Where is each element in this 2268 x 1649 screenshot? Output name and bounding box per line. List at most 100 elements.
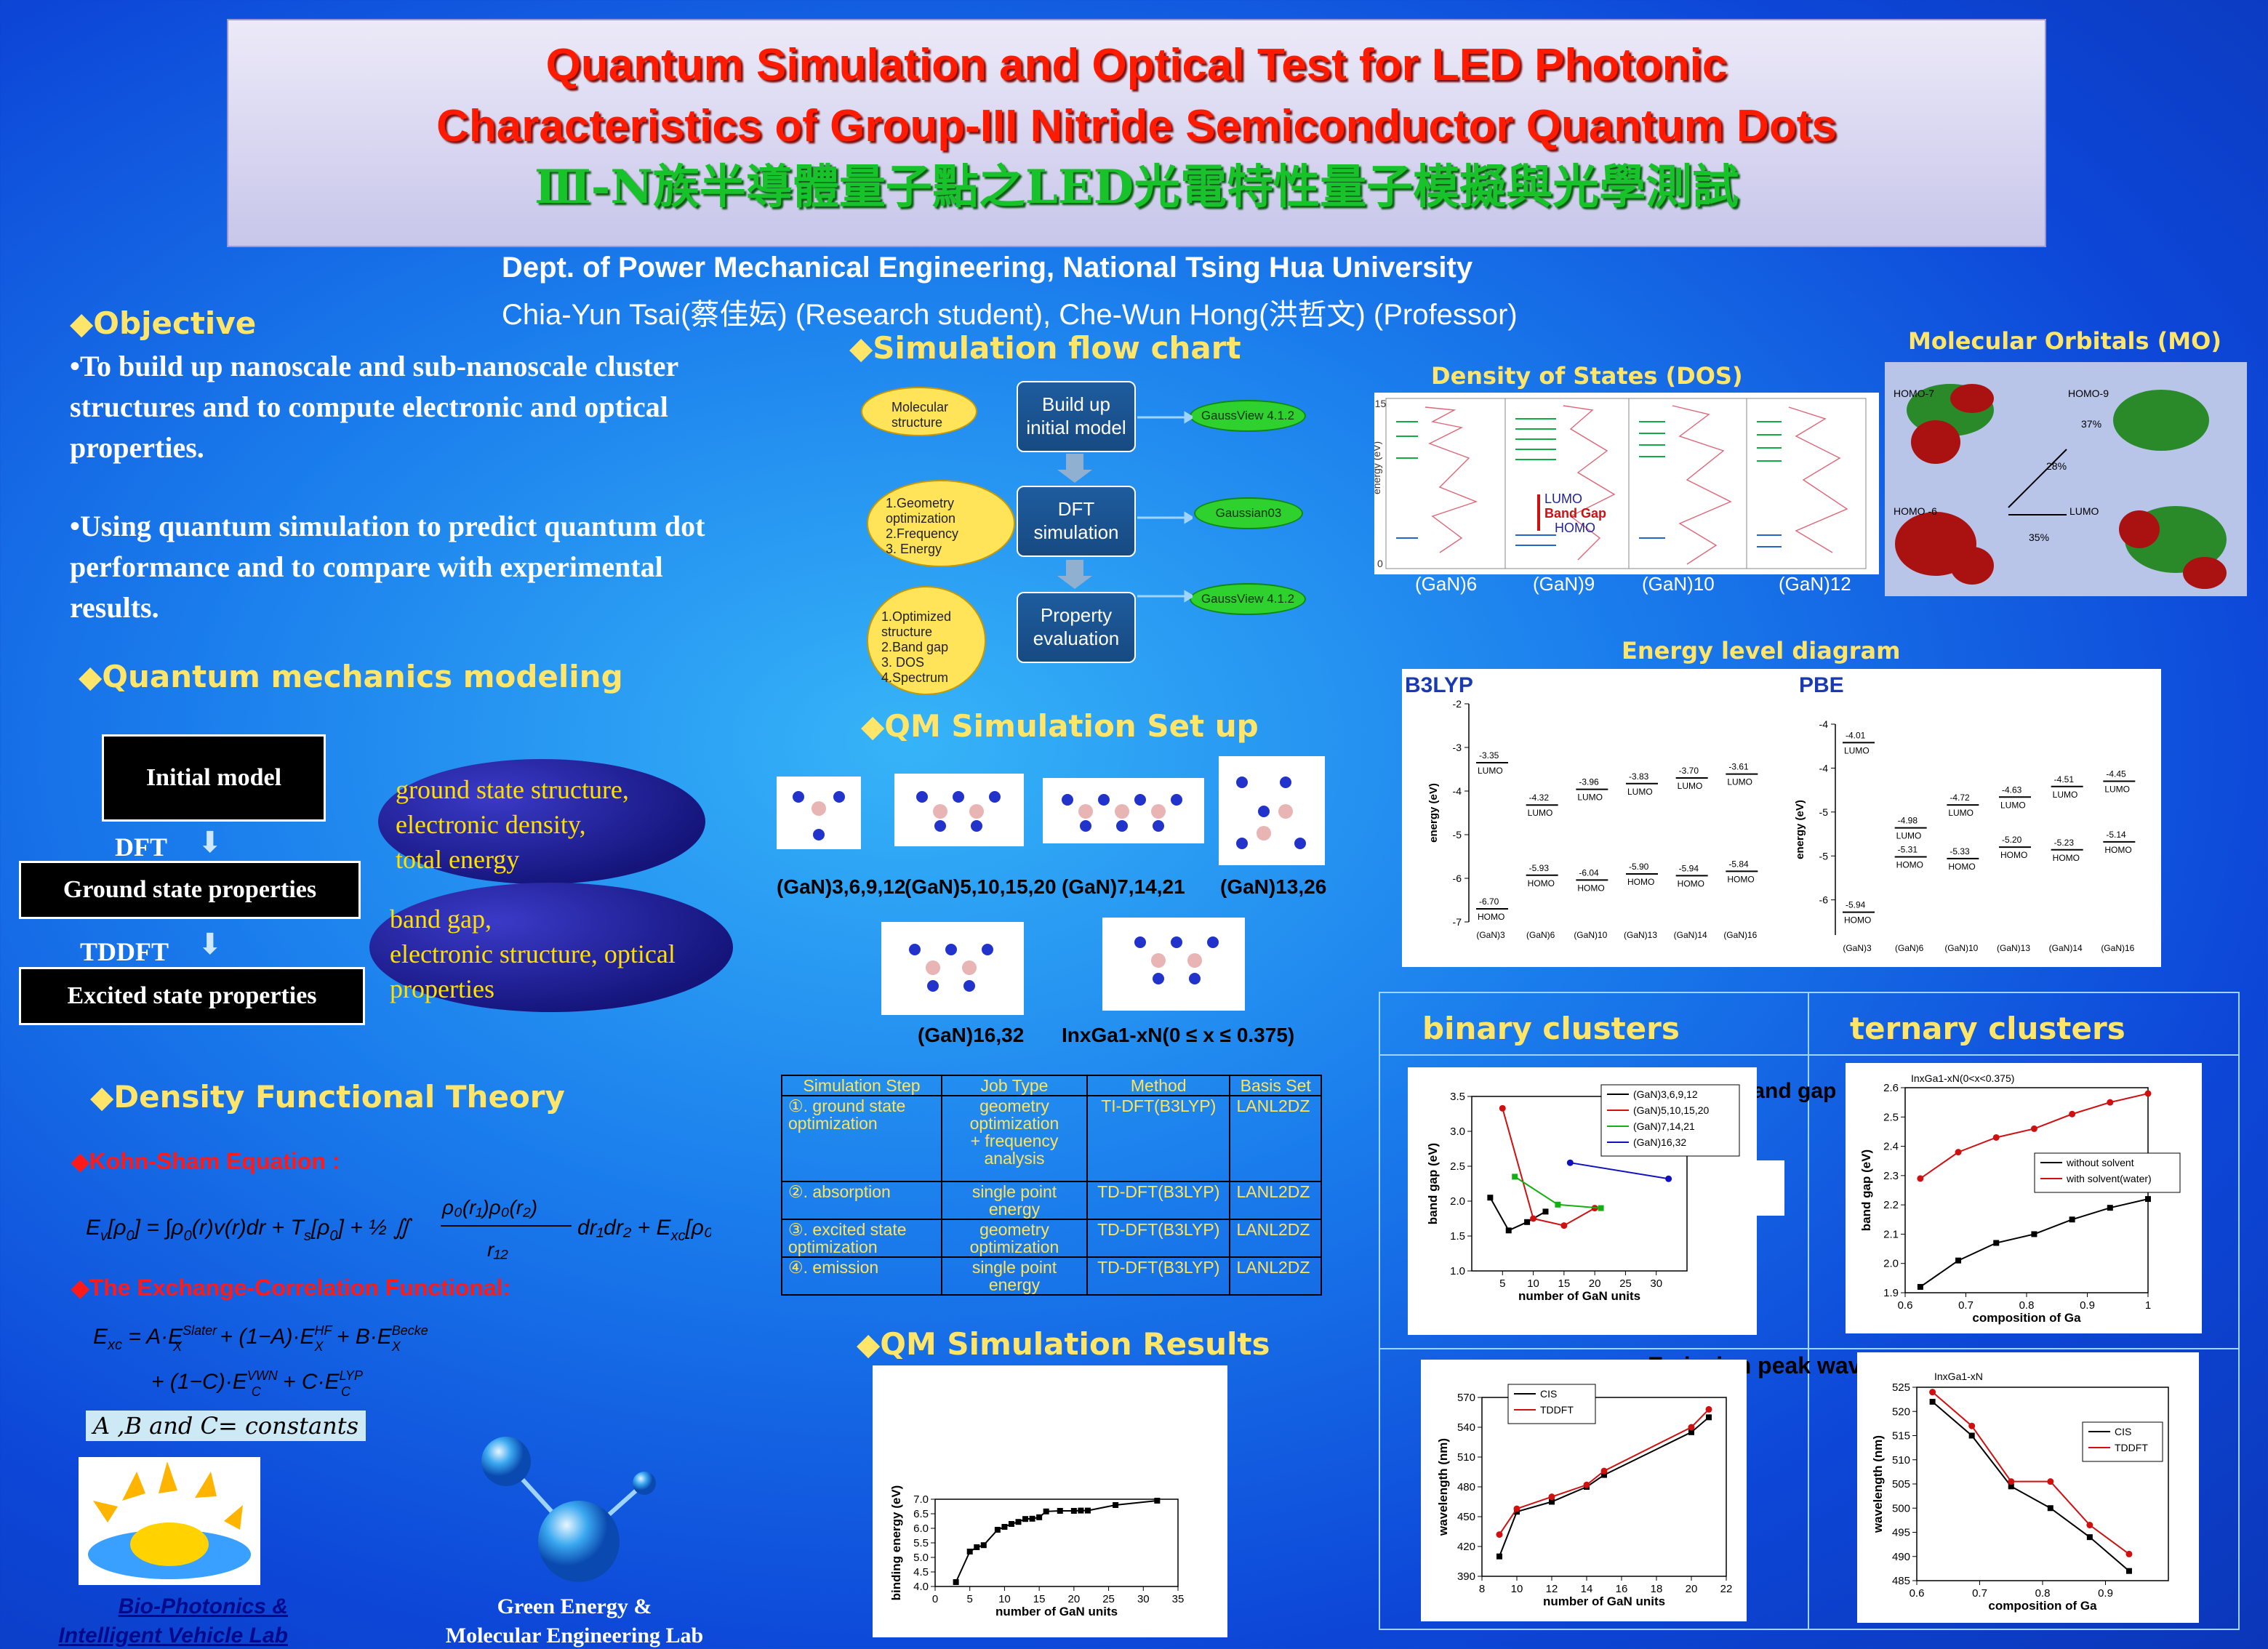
level-tag: LUMO bbox=[1727, 777, 1752, 787]
binary-emission-chart: 8 10 12 14 16 18 20 22 390 420 450 480 510 540 570 numb… bbox=[1436, 1384, 1732, 1608]
x-tick-label: 10 bbox=[1511, 1583, 1523, 1595]
table-cell: LANL2DZ bbox=[1229, 1181, 1322, 1220]
arrow-down-icon: ⬇ bbox=[198, 827, 223, 859]
y-tick-label: 2.3 bbox=[1883, 1170, 1899, 1182]
data-point bbox=[966, 1549, 973, 1554]
level-tag: LUMO bbox=[1948, 808, 1974, 818]
chart-title: InxGa1-xN(0<x<0.375) bbox=[1911, 1072, 2014, 1084]
x-tick-label: 0 bbox=[932, 1593, 938, 1605]
y-tick-label: 525 bbox=[1892, 1381, 1910, 1394]
x-tick-label: 10 bbox=[1527, 1277, 1539, 1290]
legend-label: CIS bbox=[1540, 1388, 1557, 1400]
bubble-line: properties bbox=[390, 974, 494, 1003]
mo-percent: 35% bbox=[2029, 531, 2049, 543]
dft-heading: ◆Density Functional Theory bbox=[90, 1079, 565, 1115]
data-point bbox=[1601, 1472, 1607, 1478]
y-tick-label: 570 bbox=[1457, 1392, 1475, 1404]
flow-input-1: Molecular structure bbox=[861, 387, 977, 436]
level-value: -4.72 bbox=[1950, 793, 1970, 803]
data-point bbox=[1955, 1149, 1962, 1156]
data-point bbox=[1955, 1257, 1962, 1264]
legend-label: without solvent bbox=[2066, 1157, 2134, 1168]
level-value: -4.45 bbox=[2106, 769, 2126, 779]
legend-label: CIS bbox=[2115, 1426, 2131, 1437]
flow-connectors bbox=[1057, 411, 1193, 603]
x-axis-label: composition of Ga bbox=[1972, 1311, 2081, 1325]
series-line bbox=[1489, 1197, 1546, 1232]
authors: Chia-Yun Tsai(蔡佳妘) (Research student), C… bbox=[502, 299, 1518, 331]
y-tick-label: 420 bbox=[1457, 1541, 1475, 1553]
y-axis-label: wavelength (nm) bbox=[1871, 1435, 1885, 1533]
data-point bbox=[2125, 1550, 2133, 1557]
data-point bbox=[1705, 1405, 1712, 1413]
level-tag: HOMO bbox=[1896, 859, 1923, 870]
y-tick-label: 6.0 bbox=[913, 1522, 929, 1535]
data-point bbox=[1992, 1134, 2000, 1141]
setup-label-3: (GaN)7,14,21 bbox=[1062, 875, 1185, 898]
level-value: -5.31 bbox=[1898, 844, 1918, 854]
x-tick-label: 12 bbox=[1546, 1583, 1558, 1595]
level-value: -3.61 bbox=[1728, 762, 1749, 772]
level-tag: LUMO bbox=[2000, 800, 2026, 810]
level-tag: HOMO bbox=[1948, 862, 1975, 872]
level-value: -4.32 bbox=[1529, 793, 1550, 803]
y-tick-label: -5 bbox=[1453, 829, 1462, 840]
kohn-sham-label: ◆Kohn-Sham Equation : bbox=[71, 1148, 340, 1174]
data-point bbox=[2031, 1231, 2037, 1237]
data-point bbox=[1057, 1508, 1063, 1514]
data-point bbox=[1917, 1283, 1923, 1290]
mo-label: LUMO bbox=[2069, 505, 2099, 517]
level-tag: HOMO bbox=[1478, 912, 1504, 922]
data-point bbox=[1598, 1205, 1604, 1211]
data-point bbox=[1600, 1467, 1608, 1475]
data-point bbox=[1524, 1219, 1531, 1225]
y-tick-label: 3.0 bbox=[1450, 1126, 1465, 1138]
x-tick-label: 10 bbox=[998, 1593, 1011, 1605]
y-tick-label: 1.0 bbox=[1450, 1265, 1465, 1277]
table-cell: single point energy bbox=[941, 1181, 1088, 1220]
level-tag: HOMO bbox=[1678, 878, 1704, 888]
flow-heading: ◆Simulation flow chart bbox=[849, 330, 1241, 366]
mo-label: HOMO -6 bbox=[1894, 505, 1937, 517]
dos-homo-label: HOMO bbox=[1555, 521, 1595, 535]
mo-panel: HOMO-7 HOMO-9 HOMO -6 LUMO 37% 28% 35% bbox=[1885, 362, 2247, 596]
x-tick-label: 30 bbox=[1650, 1277, 1662, 1290]
y-tick-label: 3.5 bbox=[1450, 1091, 1465, 1103]
dos-plot: -15 0 energy (eV) LUMO Band Gap HOMO bbox=[1371, 398, 1867, 569]
data-point bbox=[1513, 1505, 1520, 1512]
table-cell: LANL2DZ bbox=[1229, 1256, 1322, 1296]
svg-text:Ev[ρ0] = ∫ρ0(r)v(r)dr + Ts[ρ0]: Ev[ρ0] = ∫ρ0(r)v(r)dr + Ts[ρ0] + ½ ∬ bbox=[86, 1216, 412, 1244]
binding-energy-panel: 0 5 10 15 20 25 30 35 4.0 4.5 5.0 5.5 6.0 6.5 7.0 numbe… bbox=[873, 1365, 1227, 1637]
category-label: (GaN)3 bbox=[1476, 930, 1505, 940]
data-point bbox=[1560, 1222, 1568, 1229]
results-heading: ◆QM Simulation Results bbox=[857, 1326, 1270, 1362]
y-tick-label: -6 bbox=[1819, 894, 1829, 906]
y-tick-label: -4 bbox=[1819, 762, 1829, 774]
x-tick-label: 20 bbox=[1068, 1593, 1081, 1605]
data-point bbox=[1078, 1507, 1084, 1514]
cluster-structures bbox=[777, 756, 1325, 1015]
x-tick-label: 16 bbox=[1616, 1583, 1628, 1595]
y-tick-label: 7.0 bbox=[913, 1493, 929, 1506]
legend-box bbox=[2034, 1152, 2181, 1193]
data-point bbox=[1968, 1422, 1976, 1429]
x-tick-label: 15 bbox=[1558, 1277, 1571, 1290]
x-tick-label: 25 bbox=[1619, 1277, 1632, 1290]
y-tick-label: 450 bbox=[1457, 1511, 1475, 1523]
setup-label-2: (GaN)5,10,15,20 bbox=[905, 875, 1057, 898]
mo-percent: 28% bbox=[2046, 460, 2067, 472]
x-tick-label: 18 bbox=[1651, 1583, 1663, 1595]
x-axis-label: composition of Ga bbox=[1988, 1599, 2097, 1613]
data-point bbox=[974, 1544, 980, 1550]
data-point bbox=[1029, 1515, 1035, 1522]
level-value: -3.83 bbox=[1629, 771, 1649, 782]
title-line-1: Quantum Simulation and Optical Test for … bbox=[545, 40, 1728, 90]
data-point bbox=[2125, 1568, 2132, 1574]
level-value: -6.04 bbox=[1579, 867, 1599, 878]
data-point bbox=[2047, 1478, 2054, 1485]
divider bbox=[1380, 1348, 2238, 1349]
ternary-gap-panel: 0.6 0.7 0.8 0.9 1 1.9 2.0 2.1 2.2 2.3 2.4 2.5 2.6 com… bbox=[1846, 1063, 2202, 1333]
flow-tool-1: GaussView 4.1.2 bbox=[1190, 400, 1306, 432]
y-tick-label: 490 bbox=[1892, 1551, 1910, 1563]
